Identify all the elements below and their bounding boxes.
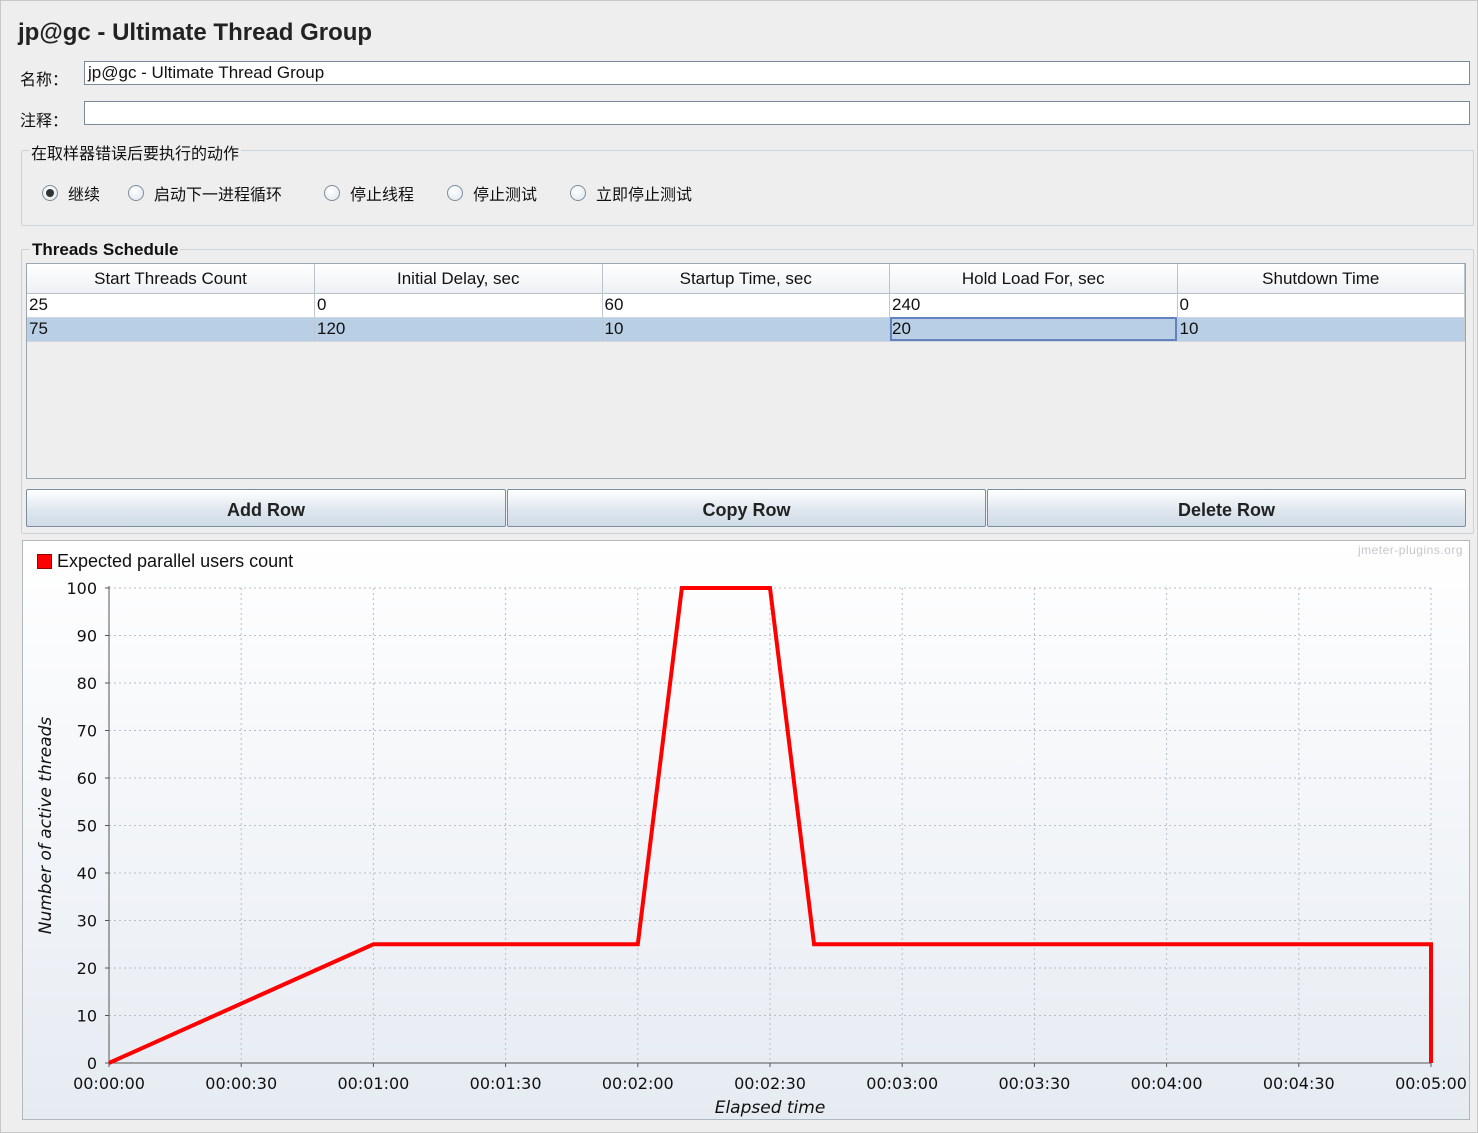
table-cell[interactable]: 240 [889, 293, 1178, 318]
y-tick-label: 80 [77, 674, 97, 693]
radio-label: 停止线程 [350, 185, 415, 204]
column-header[interactable]: Start Threads Count [27, 264, 315, 294]
comment-label: 注释： [20, 111, 69, 130]
x-tick-label: 00:05:00 [1395, 1074, 1467, 1093]
column-header[interactable]: Hold Load For, sec [889, 264, 1178, 294]
y-tick-label: 0 [87, 1054, 97, 1073]
y-tick-label: 50 [77, 817, 97, 836]
radio-label: 启动下一进程循环 [154, 185, 283, 204]
table-cell[interactable]: 0 [314, 293, 603, 318]
radio-start-next-loop[interactable]: 启动下一进程循环 [128, 181, 282, 205]
radio-stop-thread[interactable]: 停止线程 [324, 181, 414, 205]
x-tick-label: 00:02:30 [734, 1074, 806, 1093]
name-label: 名称： [20, 70, 69, 89]
x-tick-label: 00:03:00 [866, 1074, 938, 1093]
table-cell[interactable]: 10 [602, 317, 890, 342]
y-tick-label: 40 [77, 864, 97, 883]
legend-swatch [37, 554, 52, 569]
y-tick-label: 30 [77, 912, 97, 931]
comment-field[interactable] [84, 101, 1470, 125]
chart-panel: jmeter-plugins.org Expected parallel use… [22, 540, 1470, 1120]
radio-selected-icon [42, 185, 58, 201]
copy-row-button[interactable]: Copy Row [507, 489, 986, 527]
schedule-table[interactable]: Start Threads Count Initial Delay, sec S… [26, 263, 1466, 479]
column-header[interactable]: Initial Delay, sec [314, 264, 603, 294]
radio-label: 立即停止测试 [596, 185, 693, 204]
x-tick-label: 00:03:30 [998, 1074, 1070, 1093]
x-tick-label: 00:04:30 [1263, 1074, 1335, 1093]
table-row-selected[interactable]: 75 120 10 20 10 [27, 317, 1465, 342]
radio-icon [447, 185, 463, 201]
x-axis-label: Elapsed time [715, 1098, 826, 1118]
delete-row-button[interactable]: Delete Row [987, 489, 1466, 527]
y-tick-label: 60 [77, 769, 97, 788]
table-cell[interactable]: 120 [314, 317, 603, 342]
x-tick-label: 00:01:00 [337, 1074, 409, 1093]
column-header[interactable]: Shutdown Time [1177, 264, 1465, 294]
table-cell-focused[interactable]: 20 [889, 317, 1178, 342]
radio-label: 停止测试 [473, 185, 538, 204]
page-title: jp@gc - Ultimate Thread Group [18, 19, 373, 46]
add-row-button[interactable]: Add Row [26, 489, 506, 527]
y-tick-label: 20 [77, 959, 97, 978]
error-action-group [21, 150, 1474, 226]
table-cell[interactable]: 25 [27, 293, 315, 318]
radio-continue[interactable]: 继续 [42, 181, 100, 205]
table-cell[interactable]: 10 [1177, 317, 1465, 342]
table-row[interactable]: 25 0 60 240 0 [27, 293, 1465, 318]
radio-icon [570, 185, 586, 201]
radio-stop-test-now[interactable]: 立即停止测试 [570, 181, 692, 205]
threads-schedule-group [21, 249, 1474, 534]
y-tick-label: 70 [77, 722, 97, 741]
chart-svg: 0 10 20 30 40 50 60 70 80 90 100 00:00:00 00:00:30 00… [36, 579, 1467, 1118]
table-cell[interactable]: 0 [1177, 293, 1465, 318]
series-line [108, 586, 1433, 1065]
y-tick-label: 90 [77, 627, 97, 646]
table-cell[interactable]: 75 [27, 317, 315, 342]
chart-legend-label: Expected parallel users count [57, 551, 294, 571]
radio-icon [324, 185, 340, 201]
x-tick-label: 00:01:30 [470, 1074, 542, 1093]
x-tick-label: 00:02:00 [602, 1074, 674, 1093]
x-tick-label: 00:00:30 [205, 1074, 277, 1093]
y-tick-label: 100 [66, 579, 97, 598]
column-header[interactable]: Startup Time, sec [602, 264, 890, 294]
threads-schedule-legend: Threads Schedule [30, 240, 181, 260]
table-cell[interactable]: 60 [602, 293, 890, 318]
radio-icon [128, 185, 144, 201]
watermark: jmeter-plugins.org [1357, 543, 1463, 557]
y-tick-label: 10 [77, 1007, 97, 1026]
radio-label: 继续 [68, 185, 101, 204]
radio-stop-test[interactable]: 停止测试 [447, 181, 537, 205]
x-tick-label: 00:04:00 [1131, 1074, 1203, 1093]
error-action-legend: 在取样器错误后要执行的动作 [29, 140, 242, 164]
y-axis-label: Number of active threads [36, 717, 56, 935]
x-tick-label: 00:00:00 [73, 1074, 145, 1093]
name-field[interactable]: jp@gc - Ultimate Thread Group [84, 61, 1470, 85]
